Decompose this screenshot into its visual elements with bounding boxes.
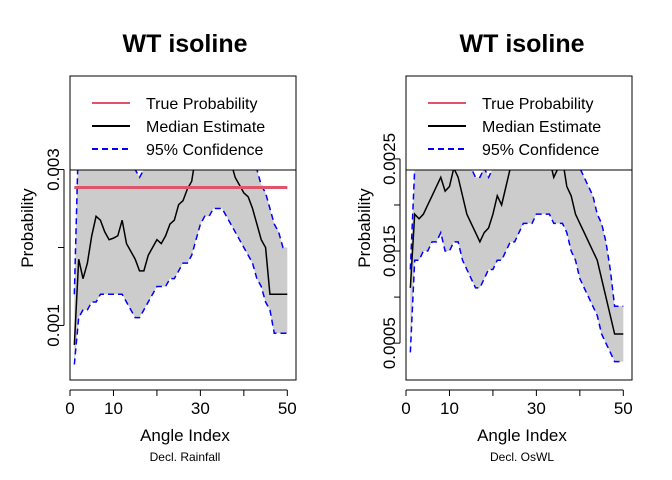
legend-entry-label: True Probability <box>146 96 257 113</box>
confidence-band <box>410 170 624 362</box>
y-axis-label: Probability <box>355 188 374 268</box>
x-tick-label: 30 <box>527 399 546 418</box>
legend-entry-label: 95% Confidence <box>482 142 600 159</box>
median-estimate-line <box>409 170 624 335</box>
lower-confidence-line <box>409 213 624 363</box>
legend: True Probability Median Estimate 95% Confi… <box>405 75 633 171</box>
x-tick-label: 50 <box>278 399 297 418</box>
y-tick-label: 0.0015 <box>380 225 399 277</box>
legend-entry-label: True Probability <box>482 96 593 113</box>
plot-area <box>73 170 288 365</box>
y-axis: 0.0005 0.0015 0.0025 <box>380 133 401 369</box>
chart-panel-rainfall: WT isoline Angle Index Decl. Rainfall Pr… <box>18 30 297 464</box>
legend-entry-label: 95% Confidence <box>146 142 264 159</box>
confidence-band <box>74 170 288 365</box>
x-tick-label: 0 <box>401 399 410 418</box>
x-axis-label: Angle Index <box>477 426 567 445</box>
legend-box <box>69 75 297 171</box>
legend-box <box>405 75 633 171</box>
y-tick-label: 0.003 <box>44 148 63 191</box>
lower-confidence-line <box>73 207 288 365</box>
plot-area <box>409 170 624 363</box>
x-tick-label: 0 <box>65 399 74 418</box>
x-tick-label: 10 <box>104 399 123 418</box>
x-axis: 0 10 30 50 <box>65 389 297 418</box>
chart-subtitle: Decl. Rainfall <box>150 450 221 464</box>
x-tick-label: 50 <box>614 399 633 418</box>
chart-subtitle: Decl. OsWL <box>490 450 554 464</box>
legend-entry-label: Median Estimate <box>482 119 601 136</box>
y-axis-label: Probability <box>18 188 37 268</box>
y-tick-label: 0.0025 <box>380 133 399 185</box>
x-axis-label: Angle Index <box>140 426 230 445</box>
y-tick-label: 0.001 <box>44 304 63 347</box>
median-estimate-line <box>73 170 288 345</box>
x-tick-label: 10 <box>440 399 459 418</box>
legend-entry-label: Median Estimate <box>146 119 265 136</box>
x-axis: 0 10 30 50 <box>401 389 633 418</box>
chart-title: WT isoline <box>123 30 248 58</box>
y-axis: 0.001 0.003 <box>44 148 65 347</box>
chart-title: WT isoline <box>460 30 585 58</box>
chart-panel-oswl: WT isoline Angle Index Decl. OsWL Probab… <box>355 30 633 464</box>
x-tick-label: 30 <box>191 399 210 418</box>
legend: True Probability Median Estimate 95% Confi… <box>69 75 297 171</box>
y-tick-label: 0.0005 <box>380 317 399 369</box>
